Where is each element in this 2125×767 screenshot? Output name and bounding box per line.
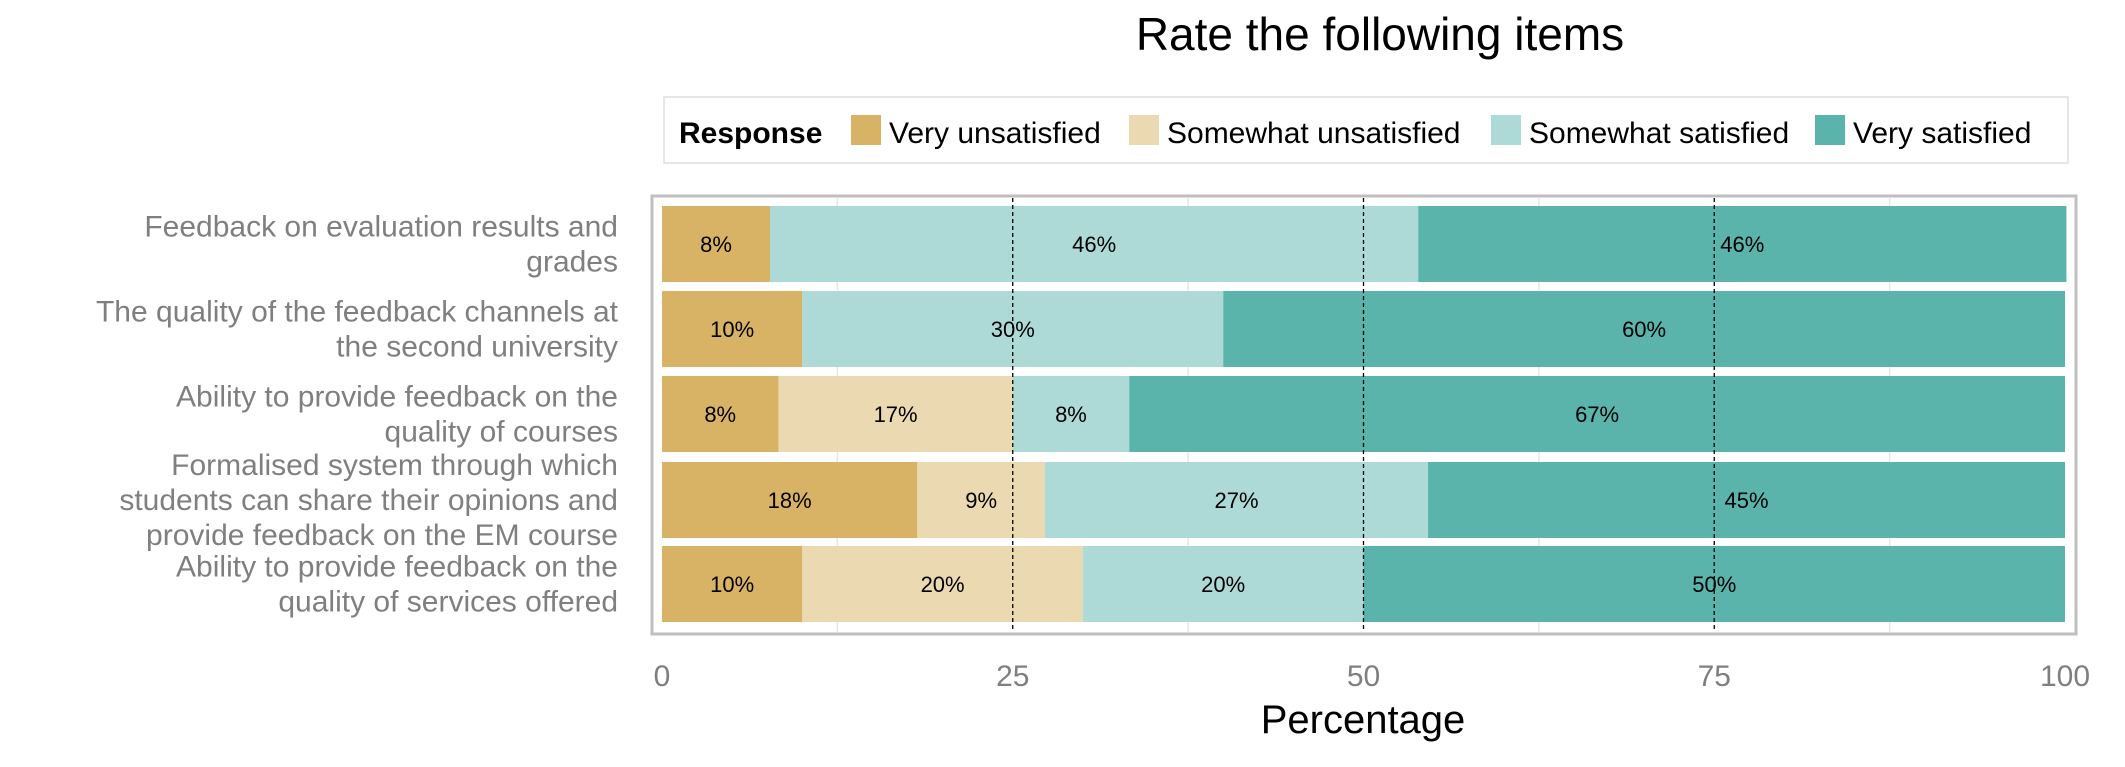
data-label: 8% xyxy=(1055,402,1087,427)
bar-segment xyxy=(802,546,1083,622)
data-labels: 8% 46% 46% 10% 30% 60% 8% 17% 8% 67% 18% 9% 27% 45% 10… xyxy=(700,232,1768,597)
bar-segment xyxy=(1082,546,1364,622)
legend: Response Very unsatisfied Somewhat unsati… xyxy=(663,96,2069,164)
data-label: 27% xyxy=(1215,488,1259,513)
data-label: 8% xyxy=(700,232,732,257)
plot-border xyxy=(650,194,2078,636)
data-label: 17% xyxy=(874,402,918,427)
bar-segment xyxy=(778,376,1013,452)
data-label: 9% xyxy=(965,488,997,513)
x-tick-label: 50 xyxy=(1347,660,1380,693)
category-label: Feedback on evaluation results and grades xyxy=(144,211,618,279)
data-label: 18% xyxy=(768,488,812,513)
legend-swatch xyxy=(1491,115,1521,145)
bar-segment xyxy=(1428,462,2065,538)
category-label: Formalised system through which students … xyxy=(119,449,618,552)
x-tick-label: 75 xyxy=(1698,660,1731,693)
data-label: 20% xyxy=(1201,572,1245,597)
legend-swatch xyxy=(851,115,881,145)
data-label: 10% xyxy=(710,572,754,597)
legend-swatch xyxy=(1129,115,1159,145)
category-labels: Feedback on evaluation results and grades… xyxy=(96,211,619,619)
legend-label: Very unsatisfied xyxy=(889,117,1101,150)
data-label: 67% xyxy=(1575,402,1619,427)
category-label: Ability to provide feedback on the qualit… xyxy=(176,381,618,449)
bar-segment xyxy=(770,206,1419,282)
reference-lines xyxy=(1012,198,1715,632)
chart-title: Rate the following items xyxy=(1136,8,1624,60)
bar-segment xyxy=(1418,206,2067,282)
bar-segment xyxy=(662,546,803,622)
legend-label: Very satisfied xyxy=(1853,117,2031,150)
category-label: Ability to provide feedback on the qualit… xyxy=(176,551,618,619)
data-label: 30% xyxy=(991,317,1035,342)
x-tick-label: 100 xyxy=(2040,660,2090,693)
category-label: The quality of the feedback channels at t… xyxy=(96,296,619,364)
legend-label: Somewhat unsatisfied xyxy=(1167,117,1461,150)
x-tick-label: 25 xyxy=(996,660,1029,693)
bar-segment xyxy=(662,291,803,367)
bar-segment xyxy=(662,206,771,282)
x-axis-title: Percentage xyxy=(1261,698,1466,742)
legend-swatch xyxy=(1815,115,1845,145)
data-label: 60% xyxy=(1622,317,1666,342)
x-tick-label: 0 xyxy=(654,660,671,693)
bar-segment xyxy=(1045,462,1429,538)
data-label: 46% xyxy=(1072,232,1116,257)
data-label: 20% xyxy=(921,572,965,597)
legend-label: Somewhat satisfied xyxy=(1529,117,1789,150)
data-label: 46% xyxy=(1720,232,1764,257)
data-label: 10% xyxy=(710,317,754,342)
legend-title: Response xyxy=(679,117,822,150)
x-axis-ticks: 0 25 50 75 100 xyxy=(654,660,2090,693)
data-label: 45% xyxy=(1724,488,1768,513)
bar-segment xyxy=(917,462,1046,538)
bar-segment xyxy=(662,376,779,452)
data-label: 50% xyxy=(1692,572,1736,597)
bar-segment xyxy=(1012,376,1130,452)
bar-segment xyxy=(662,462,918,538)
plot-area xyxy=(650,194,2078,636)
bar-segment xyxy=(1129,376,2065,452)
data-label: 8% xyxy=(704,402,736,427)
